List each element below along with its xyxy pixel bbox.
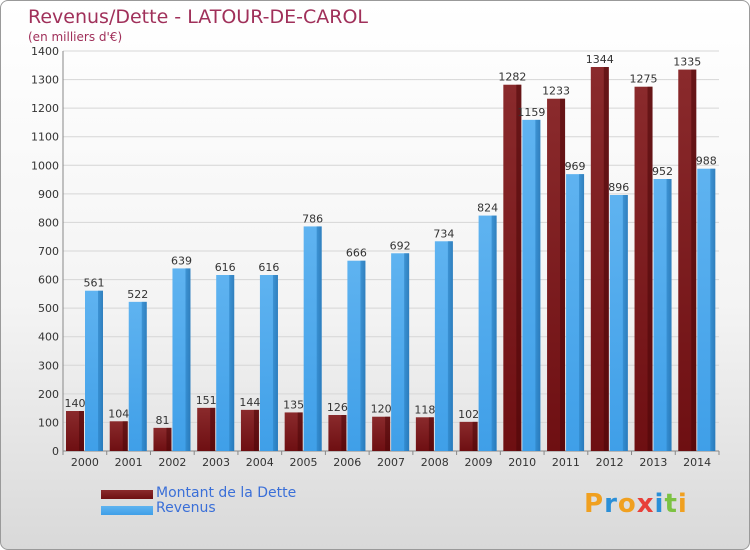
bar-debt-shade [603, 67, 609, 451]
bar-revenue-shade [447, 241, 453, 451]
bar-revenue-shade [229, 275, 235, 451]
bar-revenue-shade [491, 215, 497, 451]
x-tick-label: 2003 [202, 456, 230, 469]
bar-debt-shade [647, 86, 653, 451]
data-label-debt: 81 [155, 414, 169, 427]
data-label-debt: 151 [196, 394, 217, 407]
data-label-revenue: 616 [258, 261, 279, 274]
data-label-revenue: 952 [652, 165, 673, 178]
data-label-debt: 102 [458, 408, 479, 421]
data-label-revenue: 988 [696, 155, 717, 168]
x-tick-label: 2009 [464, 456, 492, 469]
x-tick-label: 2001 [115, 456, 143, 469]
x-tick-label: 2013 [639, 456, 667, 469]
bar-debt-shade [560, 98, 566, 451]
y-tick-label: 200 [38, 388, 59, 401]
x-tick-label: 2007 [377, 456, 405, 469]
bar-debt-shade [166, 427, 172, 451]
legend-swatch-debt [101, 490, 153, 499]
bar-revenue-shade [579, 174, 585, 451]
y-tick-label: 1000 [31, 159, 59, 172]
bar-revenue-shade [666, 179, 672, 451]
bar-revenue-shade [141, 301, 147, 451]
x-tick-label: 2010 [508, 456, 536, 469]
y-tick-label: 0 [52, 445, 59, 458]
x-tick-label: 2005 [290, 456, 318, 469]
data-label-revenue: 561 [84, 277, 105, 290]
y-tick-label: 800 [38, 216, 59, 229]
legend-label-debt: Montant de la Dette [156, 485, 297, 501]
y-tick-label: 1200 [31, 102, 59, 115]
data-label-revenue: 666 [346, 247, 367, 260]
bar-revenue-shade [404, 253, 410, 451]
bar-revenue-shade [185, 268, 191, 451]
data-label-debt: 1275 [630, 73, 658, 86]
bar-debt-shade [253, 409, 259, 451]
bar-revenue-shade [272, 275, 278, 451]
bar-revenue-shade [316, 226, 322, 451]
y-tick-label: 500 [38, 302, 59, 315]
bar-revenue-shade [98, 290, 103, 451]
bar-debt-shade [472, 421, 478, 451]
data-label-revenue: 824 [477, 202, 498, 215]
data-label-debt: 120 [371, 403, 392, 416]
bar-debt-shade [210, 407, 216, 451]
y-tick-label: 1100 [31, 131, 59, 144]
data-label-debt: 1282 [498, 71, 526, 84]
data-label-revenue: 734 [433, 227, 454, 240]
y-tick-label: 300 [38, 359, 59, 372]
y-tick-label: 1300 [31, 74, 59, 87]
proxiti-logo: Proxiti [584, 489, 688, 519]
data-label-debt: 140 [65, 397, 86, 410]
y-tick-label: 1400 [31, 45, 59, 58]
bar-debt-shade [691, 69, 697, 452]
x-tick-label: 2006 [333, 456, 361, 469]
x-tick-label: 2011 [552, 456, 580, 469]
bar-debt-shade [516, 84, 522, 451]
bar-revenue-shade [622, 195, 628, 451]
bar-debt-shade [385, 416, 391, 451]
y-tick-label: 600 [38, 274, 59, 287]
x-tick-label: 2000 [71, 456, 99, 469]
x-tick-label: 2014 [683, 456, 711, 469]
data-label-debt: 1344 [586, 53, 614, 66]
y-tick-label: 700 [38, 245, 59, 258]
bar-revenue-shade [535, 119, 541, 451]
y-tick-label: 400 [38, 331, 59, 344]
data-label-debt: 1233 [542, 85, 570, 98]
x-tick-label: 2004 [246, 456, 274, 469]
data-label-debt: 104 [108, 407, 129, 420]
data-label-revenue: 639 [171, 254, 192, 267]
data-label-debt: 118 [414, 403, 435, 416]
bar-debt-shade [79, 411, 84, 451]
data-label-revenue: 692 [390, 239, 411, 252]
bar-debt-shade [341, 415, 347, 451]
data-label-revenue: 896 [608, 181, 629, 194]
data-label-debt: 144 [239, 396, 260, 409]
chart-subtitle: (en milliers d'€) [28, 30, 123, 44]
legend-label-revenue: Revenus [156, 500, 216, 516]
y-tick-label: 100 [38, 416, 59, 429]
x-tick-label: 2002 [158, 456, 186, 469]
bar-revenue-shade [360, 260, 366, 451]
x-tick-label: 2008 [421, 456, 449, 469]
data-label-revenue: 522 [127, 288, 148, 301]
bar-debt-shade [297, 412, 303, 451]
data-label-debt: 135 [283, 398, 304, 411]
chart-title: Revenus/Dette - LATOUR-DE-CAROL [28, 6, 368, 28]
legend-swatch-revenue [101, 506, 153, 515]
data-label-revenue: 969 [565, 160, 586, 173]
data-label-revenue: 786 [302, 212, 323, 225]
data-label-revenue: 1159 [517, 106, 545, 119]
data-label-debt: 1335 [673, 56, 701, 69]
data-label-revenue: 616 [215, 261, 236, 274]
y-tick-label: 900 [38, 188, 59, 201]
x-tick-label: 2012 [596, 456, 624, 469]
bar-debt-shade [428, 417, 434, 451]
data-label-debt: 126 [327, 401, 348, 414]
bar-revenue-shade [710, 168, 716, 451]
bar-debt-shade [122, 421, 128, 451]
